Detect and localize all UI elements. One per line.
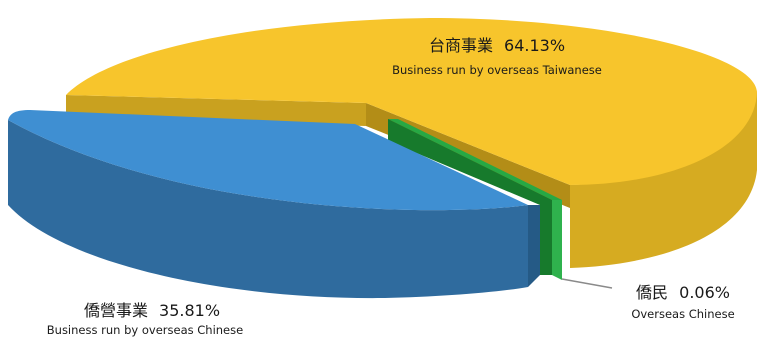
slice-overseas-chinese-business-top xyxy=(8,110,528,211)
label-overseas-chinese-residents-subtitle: Overseas Chinese xyxy=(631,307,734,321)
label-taiwanese-business: 台商事業 64.13% xyxy=(429,36,565,55)
slice-taiwanese-business-rim xyxy=(570,90,757,268)
label-overseas-chinese-residents-value: 0.06% xyxy=(679,283,730,302)
label-overseas-chinese-business-subtitle: Business run by overseas Chinese xyxy=(47,323,243,337)
label-overseas-chinese-business: 僑營事業 35.81% xyxy=(84,301,220,320)
slice-overseas-chinese-residents xyxy=(388,119,562,280)
label-overseas-chinese-business-name: 僑營事業 xyxy=(84,301,148,320)
slice-overseas-chinese-residents-top xyxy=(388,119,562,200)
slice-overseas-chinese-business-side xyxy=(8,120,528,299)
label-overseas-chinese-residents-name: 僑民 xyxy=(636,283,668,302)
slice-overseas-chinese-residents-edge xyxy=(552,200,562,280)
label-taiwanese-business-name: 台商事業 xyxy=(429,36,493,55)
label-taiwanese-business-subtitle: Business run by overseas Taiwanese xyxy=(392,63,602,77)
slice-overseas-chinese-business-cut xyxy=(528,205,540,287)
label-overseas-chinese-business-value: 35.81% xyxy=(159,301,220,320)
label-taiwanese-business-value: 64.13% xyxy=(504,36,565,55)
slice-overseas-chinese-residents-face xyxy=(388,119,552,275)
slice-overseas-chinese-business xyxy=(8,110,540,299)
leader-line-overseas-chinese xyxy=(561,278,613,289)
label-overseas-chinese-residents: 僑民 0.06% xyxy=(636,283,730,302)
slice-taiwanese-business-top xyxy=(66,18,757,185)
